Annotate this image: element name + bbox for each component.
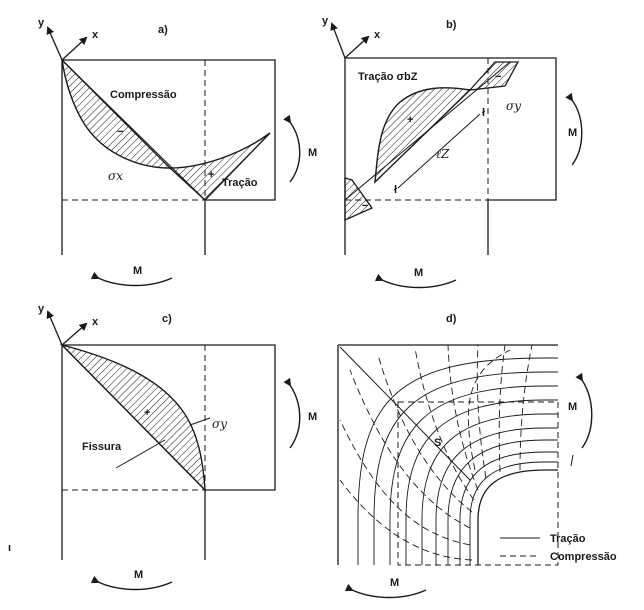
panel-b-lever-tick-bottom: ł bbox=[394, 184, 397, 196]
panel-a-y-label: y bbox=[38, 17, 45, 29]
panel-a-sign-minus: − bbox=[117, 126, 123, 138]
panel-b-x-label: x bbox=[374, 29, 381, 41]
panel-b-sign-plus: + bbox=[407, 114, 413, 126]
panel-b-label: b) bbox=[446, 19, 457, 31]
panel-b-moment-right-label: M bbox=[568, 127, 577, 139]
panel-d-label: d) bbox=[446, 313, 457, 325]
panel-d-moment-right-label: M bbox=[568, 401, 577, 413]
panel-d-legend: Tração Compressão bbox=[500, 533, 617, 563]
panel-a-compression-region bbox=[60, 58, 172, 169]
panel-d: d) bbox=[337, 313, 617, 599]
panel-a-tension-region bbox=[168, 132, 271, 201]
panel-a-moment-right-arrow bbox=[283, 114, 301, 183]
panel-b-lever-arm bbox=[397, 113, 481, 189]
panel-d-moment-right-arrow bbox=[575, 372, 593, 449]
panel-a-x-label: x bbox=[92, 29, 99, 41]
panel-b-compression-lower-region bbox=[344, 177, 373, 222]
panel-d-tick-mark bbox=[570, 454, 574, 467]
panel-b-x-axis bbox=[344, 35, 370, 59]
panel-a-compression-label: Compressão bbox=[110, 89, 177, 101]
panel-b-tension-region bbox=[374, 87, 472, 184]
panel-a-sign-plus: + bbox=[208, 169, 214, 181]
panel-c-x-label: x bbox=[92, 316, 99, 328]
panel-a-frame-outline bbox=[62, 59, 276, 255]
panel-c-moment-right-label: M bbox=[308, 411, 317, 423]
panel-d-moment-bottom-label: M bbox=[390, 577, 399, 589]
panel-c-label: c) bbox=[162, 313, 172, 325]
panel-b-sign-minus-bottom: − bbox=[362, 200, 368, 212]
panel-a-label: a) bbox=[158, 24, 168, 36]
panel-c-crack-label: Fissura bbox=[82, 441, 122, 453]
legend-tension-label: Tração bbox=[550, 533, 586, 545]
legend-compression-label: Compressão bbox=[550, 551, 617, 563]
panel-c-frame-outline bbox=[62, 344, 276, 560]
panel-b-y-axis bbox=[330, 22, 346, 59]
panel-c: c) y x + Fissura σy M M bbox=[38, 303, 317, 591]
panel-c-moment-bottom-arrow bbox=[90, 575, 173, 591]
panel-b-moment-bottom-label: M bbox=[414, 267, 423, 279]
panel-c-moment-bottom-label: M bbox=[134, 569, 143, 581]
panel-d-dashed-reference bbox=[397, 401, 559, 566]
panel-d-point-label: S bbox=[434, 437, 441, 449]
panel-b-sign-minus-top: − bbox=[495, 71, 501, 83]
panel-c-tension-region bbox=[59, 343, 206, 492]
panel-b-lever-tick-top: ł bbox=[482, 107, 485, 119]
panel-c-x-axis bbox=[61, 322, 88, 346]
panel-c-moment-right-arrow bbox=[283, 377, 301, 449]
panel-b-moment-right-arrow bbox=[565, 92, 583, 166]
panel-a-moment-bottom-label: M bbox=[133, 265, 142, 277]
panel-c-sigma-label: σy bbox=[212, 417, 227, 431]
panel-c-y-axis bbox=[46, 310, 63, 346]
panel-d-moment-bottom-arrow bbox=[344, 583, 427, 599]
panel-b-moment-bottom-arrow bbox=[374, 273, 457, 289]
panel-a-x-axis bbox=[61, 36, 88, 61]
panel-a-tension-label: Tração bbox=[222, 177, 258, 189]
stray-mark: ι bbox=[8, 542, 11, 554]
panel-a-y-axis bbox=[46, 26, 63, 61]
panel-c-sigma-leader bbox=[189, 417, 211, 426]
panel-c-crack-leader bbox=[115, 439, 166, 469]
panel-a: a) y x Compressão Tração − + σx M M bbox=[38, 17, 317, 287]
panel-d-tension-trajectories bbox=[357, 357, 558, 565]
panel-d-inner-corner bbox=[477, 469, 558, 565]
panel-b-compression-upper-region bbox=[468, 61, 520, 91]
panel-b-frame-outline bbox=[345, 57, 557, 255]
panel-a-moment-bottom-arrow bbox=[90, 271, 173, 287]
panel-a-moment-right-label: M bbox=[308, 147, 317, 159]
panel-b-y-label: y bbox=[322, 15, 329, 27]
panel-d-diagonal bbox=[339, 346, 471, 481]
panel-d-compression-trajectories bbox=[339, 344, 533, 561]
panel-c-sign-plus: + bbox=[144, 407, 150, 419]
panel-c-y-label: y bbox=[38, 303, 45, 315]
panel-b-tension-label: Tração σbZ bbox=[358, 71, 418, 83]
panel-b: b) y x ł ł Tração σbZ + − − σy ℓZ M M bbox=[322, 15, 583, 289]
panel-b-sigma-label: σy bbox=[506, 99, 521, 113]
panel-a-sigma-label: σx bbox=[108, 169, 123, 183]
panel-b-lever-label: ℓZ bbox=[436, 147, 450, 161]
